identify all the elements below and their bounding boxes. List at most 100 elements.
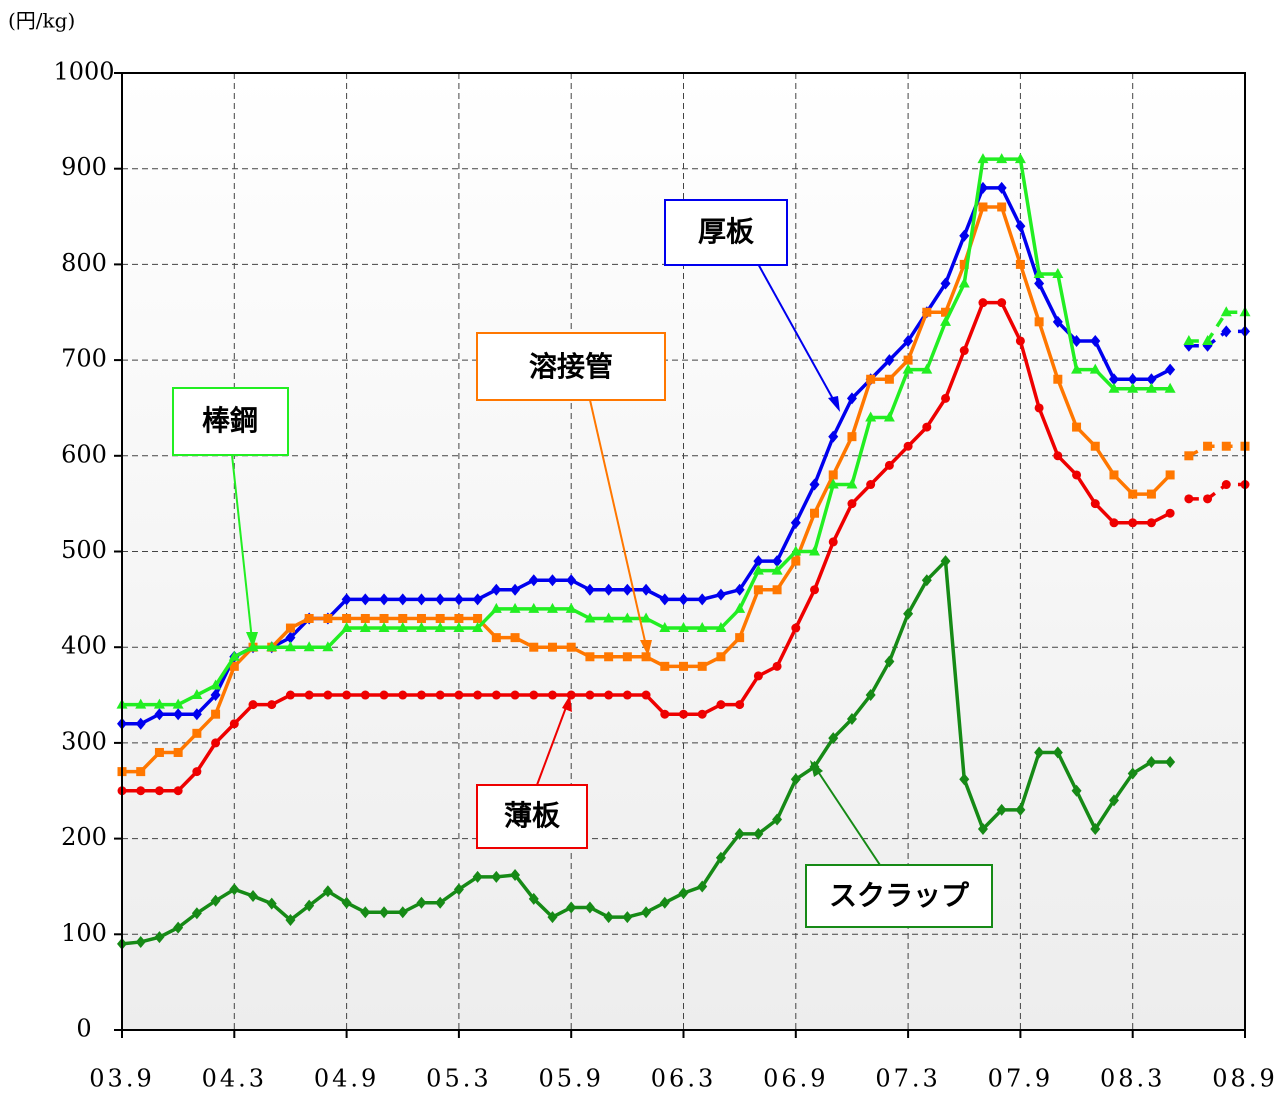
series-label: 棒鋼 — [202, 404, 258, 437]
point — [959, 259, 969, 269]
point — [622, 690, 632, 700]
point — [659, 593, 670, 606]
point — [978, 202, 988, 212]
point — [360, 906, 371, 919]
point — [622, 911, 633, 924]
point — [996, 803, 1007, 816]
point — [828, 732, 839, 745]
point — [828, 470, 838, 480]
point — [921, 574, 932, 587]
x-tick-label: 04.9 — [314, 1065, 379, 1093]
arrow — [814, 766, 881, 866]
point — [940, 555, 951, 568]
point — [585, 690, 595, 700]
point — [173, 786, 183, 796]
point — [584, 901, 595, 914]
point — [753, 671, 763, 681]
point — [772, 555, 783, 568]
point — [1220, 306, 1232, 317]
point — [435, 613, 445, 623]
y-tick-label: 600 — [61, 440, 107, 468]
point — [416, 613, 426, 623]
point — [1109, 518, 1119, 528]
point — [136, 786, 146, 796]
point — [454, 690, 464, 700]
point — [435, 593, 446, 606]
point — [136, 767, 146, 777]
point — [285, 631, 296, 644]
point — [941, 393, 951, 403]
point — [341, 896, 352, 909]
point — [884, 460, 894, 470]
point — [472, 870, 483, 883]
point — [285, 690, 295, 700]
point — [735, 633, 745, 643]
point — [323, 613, 333, 623]
point — [342, 690, 352, 700]
point — [865, 411, 877, 422]
point — [771, 564, 783, 575]
point — [1072, 422, 1082, 432]
point — [621, 612, 633, 623]
point — [191, 708, 202, 721]
point — [248, 700, 258, 710]
point — [1165, 508, 1175, 518]
series-label: スクラップ — [829, 879, 970, 912]
x-tick-label: 05.9 — [538, 1065, 603, 1093]
point — [323, 690, 333, 700]
point — [528, 602, 540, 613]
arrow — [589, 399, 648, 651]
point — [434, 622, 446, 633]
arrow — [536, 701, 569, 786]
point — [1090, 823, 1101, 836]
point — [248, 890, 259, 903]
point — [1108, 373, 1119, 386]
point — [660, 661, 670, 671]
point — [958, 277, 970, 288]
point — [1034, 403, 1044, 413]
point — [790, 516, 801, 529]
point — [716, 652, 726, 662]
point — [734, 583, 745, 596]
point — [809, 478, 820, 491]
point — [210, 894, 221, 907]
point — [435, 690, 445, 700]
point — [491, 870, 502, 883]
point — [192, 767, 202, 777]
point — [697, 880, 708, 893]
point — [547, 642, 557, 652]
point — [173, 921, 184, 934]
x-tick-label: 07.3 — [875, 1065, 940, 1093]
point — [397, 622, 409, 633]
annotations: 厚板 溶接管 棒鋼 薄板 スクラップ — [172, 199, 993, 928]
point — [154, 747, 164, 757]
point — [1146, 518, 1156, 528]
plot-frame — [121, 72, 1246, 1031]
point — [416, 593, 427, 606]
point — [1184, 451, 1194, 461]
point — [828, 430, 839, 443]
point — [753, 585, 763, 595]
point — [772, 585, 782, 595]
x-tick-label: 08.3 — [1100, 1065, 1165, 1093]
point — [622, 583, 633, 596]
point — [491, 633, 501, 643]
point — [565, 602, 577, 613]
point — [603, 612, 615, 623]
point — [847, 499, 857, 509]
y-tick-label: 900 — [61, 153, 107, 181]
y-tick-label: 200 — [61, 823, 107, 851]
point — [379, 613, 389, 623]
point — [1071, 363, 1083, 374]
point — [996, 153, 1008, 164]
point — [379, 906, 390, 919]
point — [510, 690, 520, 700]
point — [322, 641, 334, 652]
point — [1146, 489, 1156, 499]
arrow — [231, 454, 253, 641]
point — [378, 622, 390, 633]
point — [266, 641, 278, 652]
y-tick-label: 700 — [61, 345, 107, 373]
point — [453, 593, 464, 606]
